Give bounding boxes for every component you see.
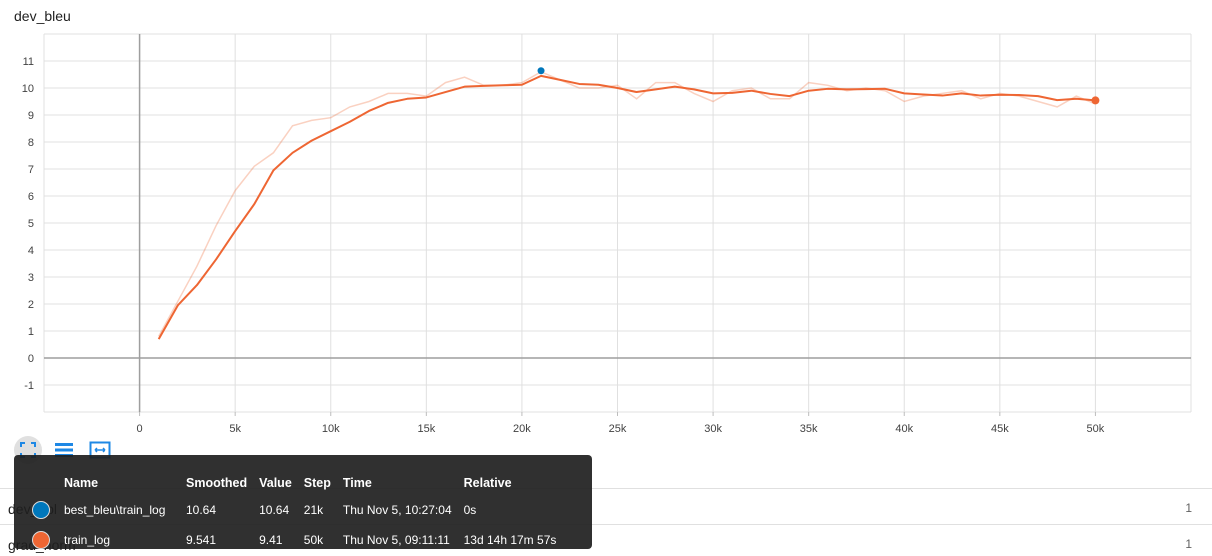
series-color-dot bbox=[32, 531, 50, 549]
x-tick-label: 45k bbox=[991, 423, 1009, 435]
y-tick-label: 0 bbox=[28, 353, 34, 365]
y-tick-label: 6 bbox=[28, 191, 34, 203]
x-tick-label: 10k bbox=[322, 423, 340, 435]
tick-labels: 0 5k 10k 15k 20k 25k 30k 35k 40k 45k 50k -1 0 1 2 3 4 5 6 7… bbox=[22, 56, 1105, 435]
tooltip-row: best_bleu\train_log 10.64 10.64 21k Thu … bbox=[26, 495, 562, 525]
tooltip-time: Thu Nov 5, 10:27:04 bbox=[342, 503, 452, 517]
card-count: 1 bbox=[1185, 537, 1192, 551]
tooltip-header-row: Name Smoothed Value Step Time Relative bbox=[26, 473, 562, 495]
y-tick-label: 3 bbox=[28, 272, 34, 284]
tooltip-name: train_log bbox=[64, 533, 111, 547]
tooltip-table: Name Smoothed Value Step Time Relative b… bbox=[26, 473, 562, 555]
y-tick-label: 2 bbox=[28, 299, 34, 311]
tooltip-step: 21k bbox=[303, 503, 324, 517]
tooltip-name: best_bleu\train_log bbox=[64, 503, 166, 517]
series-end-marker bbox=[1091, 96, 1100, 105]
card-count: 1 bbox=[1185, 501, 1192, 515]
axes bbox=[44, 34, 1191, 412]
y-tick-label: -1 bbox=[24, 380, 34, 392]
x-tick-label: 30k bbox=[704, 423, 722, 435]
tooltip-time: Thu Nov 5, 09:11:11 bbox=[342, 533, 450, 547]
tooltip-smoothed: 9.541 bbox=[186, 533, 217, 547]
x-tick-label: 50k bbox=[1087, 423, 1105, 435]
y-tick-label: 11 bbox=[23, 56, 34, 68]
tooltip-value: 9.41 bbox=[259, 533, 283, 547]
tooltip-color-cell bbox=[26, 495, 58, 525]
raw-series-line bbox=[158, 70, 1096, 337]
y-tick-label: 5 bbox=[28, 218, 34, 230]
y-tick-label: 4 bbox=[28, 245, 34, 257]
x-tick-label: 5k bbox=[229, 423, 241, 435]
tooltip-color-cell bbox=[26, 525, 58, 555]
tooltip-row: train_log 9.541 9.41 50k Thu Nov 5, 09:1… bbox=[26, 525, 562, 555]
y-tick-label: 10 bbox=[22, 83, 34, 95]
y-tick-label: 8 bbox=[28, 137, 34, 149]
series-color-dot bbox=[32, 501, 50, 519]
fit-domain-icon bbox=[20, 442, 36, 458]
x-tick-label: 15k bbox=[417, 423, 435, 435]
x-tick-label: 35k bbox=[800, 423, 818, 435]
y-tick-label: 9 bbox=[28, 110, 34, 122]
tooltip-header-smoothed: Smoothed bbox=[186, 476, 248, 490]
tooltip-header-relative: Relative bbox=[463, 476, 512, 490]
series bbox=[157, 67, 1100, 340]
tooltip-step: 50k bbox=[303, 533, 324, 547]
tooltip-header-value: Value bbox=[259, 476, 292, 490]
tooltip-value: 10.64 bbox=[259, 503, 290, 517]
hover-tooltip: Name Smoothed Value Step Time Relative b… bbox=[14, 455, 592, 549]
best-bleu-point bbox=[537, 67, 545, 75]
tooltip-header-name: Name bbox=[64, 476, 99, 490]
x-tick-label: 0 bbox=[137, 423, 143, 435]
x-tick-label: 40k bbox=[895, 423, 913, 435]
tooltip-relative: 0s bbox=[463, 503, 477, 517]
y-tick-label: 7 bbox=[28, 164, 34, 176]
tooltip-relative: 13d 14h 17m 57s bbox=[463, 533, 557, 547]
dev-bleu-chart[interactable]: 0 5k 10k 15k 20k 25k 30k 35k 40k 45k 50k -1 0 1 2 3 4 5 6 7… bbox=[0, 0, 1212, 440]
tooltip-header-time: Time bbox=[342, 476, 372, 490]
tooltip-header-step: Step bbox=[303, 476, 331, 490]
smoothed-series-line bbox=[157, 74, 1096, 340]
y-tick-label: 1 bbox=[28, 326, 34, 338]
tooltip-header-color bbox=[26, 473, 58, 495]
tooltip-smoothed: 10.64 bbox=[186, 503, 217, 517]
grid-lines bbox=[43, 33, 1192, 413]
x-tick-label: 25k bbox=[609, 423, 627, 435]
x-tick-label: 20k bbox=[513, 423, 531, 435]
card-title: dev_bleu bbox=[14, 8, 71, 24]
